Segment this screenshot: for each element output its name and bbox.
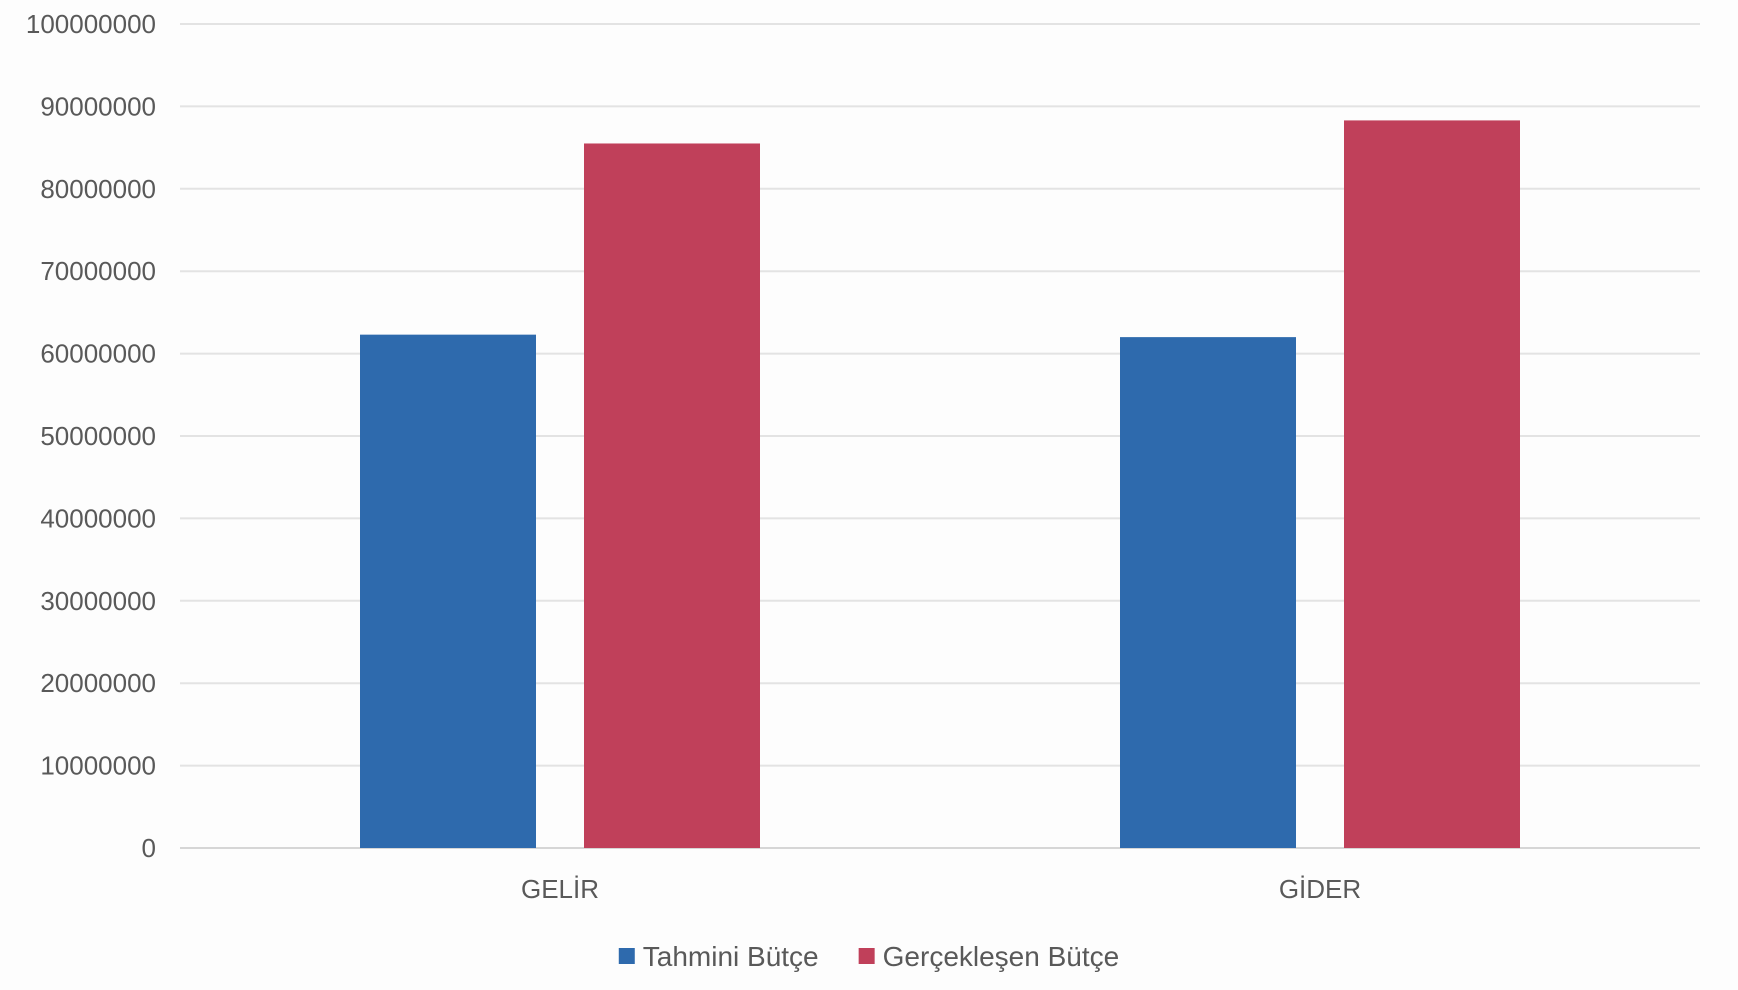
y-axis-ticks: 0 10000000 20000000 30000000 40000000 5000000… [26,9,156,863]
category-label: GİDER [1279,874,1361,904]
y-tick-label: 50000000 [40,421,156,451]
y-tick-label: 80000000 [40,174,156,204]
y-tick-label: 90000000 [40,91,156,121]
y-tick-label: 20000000 [40,668,156,698]
bars [360,120,1520,849]
legend-label: Tahmini Bütçe [643,941,819,972]
y-tick-label: 40000000 [40,503,156,533]
legend-swatch [858,948,875,964]
y-tick-label: 100000000 [26,9,156,39]
category-label: GELİR [521,874,599,904]
legend-swatch [618,948,635,964]
bar-tahmini-1 [1120,337,1296,848]
x-axis-categories: GELİR GİDER [521,874,1361,904]
legend: Tahmini Bütçe Gerçekleşen Bütçe [618,941,1120,972]
y-tick-label: 70000000 [40,256,156,286]
y-tick-label: 30000000 [40,586,156,616]
bar-gerceklesen-1 [1344,120,1520,848]
y-tick-label: 0 [142,833,156,863]
y-tick-label: 10000000 [40,751,156,781]
bar-tahmini-0 [360,334,536,848]
y-tick-label: 60000000 [40,339,156,369]
legend-label: Gerçekleşen Bütçe [883,941,1120,972]
bar-gerceklesen-0 [584,143,760,849]
